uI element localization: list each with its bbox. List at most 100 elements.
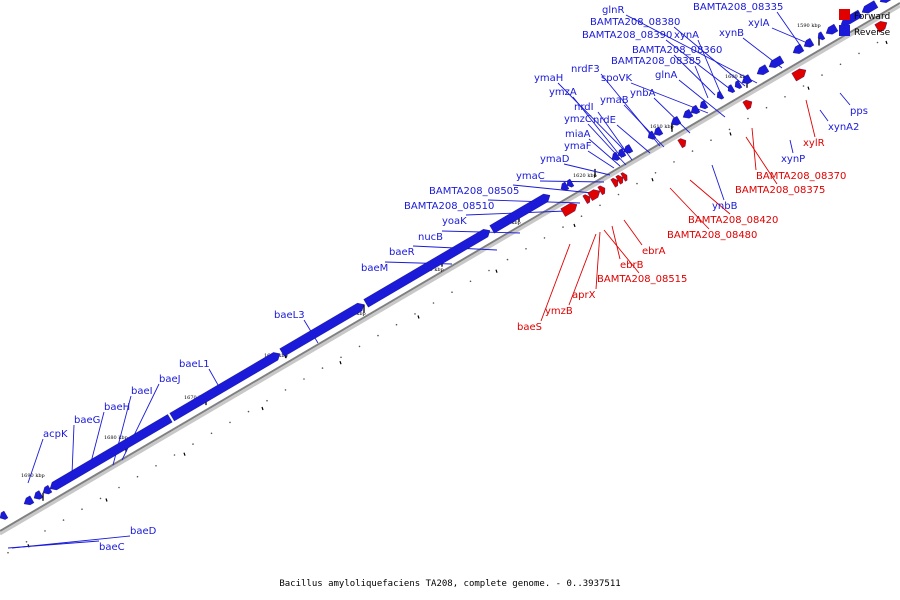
forward-gene[interactable]	[615, 174, 624, 185]
forward-gene-label[interactable]: BAMTA208_08515	[597, 274, 687, 285]
leader-line	[616, 124, 651, 154]
reverse-gene-label[interactable]: BAMTA208_08510	[404, 201, 494, 212]
reverse-gene[interactable]	[768, 55, 785, 68]
reverse-gene[interactable]	[825, 23, 839, 35]
reverse-gene-large[interactable]	[49, 414, 173, 491]
reverse-gene[interactable]	[741, 74, 753, 84]
reverse-gene[interactable]	[792, 43, 805, 54]
reverse-gene-label[interactable]: baeM	[361, 263, 388, 274]
reverse-gene-label[interactable]: ymaB	[600, 95, 629, 106]
reverse-gene-large[interactable]	[279, 302, 365, 357]
tick-dot	[266, 399, 268, 402]
forward-gene-label[interactable]: xylR	[803, 138, 825, 149]
forward-gene-label[interactable]: BAMTA208_08375	[735, 185, 825, 196]
reverse-gene-label[interactable]: baeI	[131, 386, 153, 397]
reverse-gene[interactable]	[727, 84, 736, 93]
reverse-gene[interactable]	[33, 490, 44, 500]
reverse-gene-label[interactable]: xynA	[674, 30, 699, 41]
reverse-gene-label[interactable]: BAMTA208_08505	[429, 186, 519, 197]
forward-gene[interactable]	[560, 202, 578, 217]
reverse-gene-label[interactable]: acpK	[43, 429, 68, 440]
reverse-gene-label[interactable]: xynB	[719, 28, 744, 39]
reverse-gene[interactable]	[566, 178, 575, 188]
reverse-gene-label[interactable]: glnR	[602, 5, 624, 16]
reverse-gene-label[interactable]: yoaK	[442, 216, 467, 227]
forward-gene-label[interactable]: ebrB	[620, 260, 644, 271]
leader-line	[694, 65, 709, 99]
forward-gene[interactable]	[597, 185, 606, 196]
reverse-gene-label[interactable]: ymaH	[534, 73, 563, 84]
forward-gene-label[interactable]: aprX	[572, 290, 596, 301]
reverse-gene-label[interactable]: ymzC	[564, 114, 592, 125]
reverse-gene-label[interactable]: BAMTA208_08385	[611, 56, 701, 67]
reverse-gene-label[interactable]: baeR	[389, 247, 415, 258]
reverse-gene-label[interactable]: nrdE	[593, 115, 616, 126]
forward-gene[interactable]	[742, 99, 753, 111]
reverse-gene-large[interactable]	[489, 193, 551, 234]
reverse-gene-label[interactable]: BAMTA208_08335	[693, 2, 783, 13]
reverse-gene[interactable]	[817, 31, 826, 41]
forward-gene-label[interactable]: BAMTA208_08420	[688, 215, 778, 226]
reverse-gene-label[interactable]: baeG	[74, 415, 100, 426]
reverse-gene-label[interactable]: ynbB	[712, 201, 738, 212]
reverse-gene-label[interactable]: baeD	[130, 526, 157, 537]
reverse-gene[interactable]	[879, 0, 900, 3]
forward-gene[interactable]	[874, 21, 888, 33]
reverse-gene-label[interactable]: miaA	[565, 129, 591, 140]
reverse-gene-label[interactable]: BAMTA208_08390	[582, 30, 672, 41]
leader-line	[776, 11, 803, 49]
reverse-gene[interactable]	[756, 64, 770, 75]
reverse-gene-label[interactable]: nrdF3	[571, 64, 600, 75]
reverse-gene[interactable]	[0, 510, 9, 520]
tick-dot	[358, 345, 361, 348]
legend-forward-swatch	[839, 9, 850, 20]
forward-gene-label[interactable]: baeS	[517, 322, 542, 333]
reverse-gene[interactable]	[734, 80, 743, 89]
reverse-gene-label[interactable]: nucB	[418, 232, 443, 243]
reverse-gene[interactable]	[23, 495, 35, 506]
reverse-gene[interactable]	[623, 144, 634, 154]
reverse-gene-label[interactable]: baeH	[104, 402, 130, 413]
reverse-gene-label[interactable]: xylA	[748, 18, 770, 29]
reverse-gene-label[interactable]: spoVK	[601, 73, 633, 84]
reverse-gene[interactable]	[861, 0, 879, 14]
tick-dot	[7, 551, 9, 554]
reverse-gene-label[interactable]: ymaF	[564, 141, 592, 152]
reverse-gene-label[interactable]: baeJ	[159, 374, 181, 385]
forward-gene[interactable]	[587, 189, 601, 201]
reverse-gene-label[interactable]: ymaC	[516, 171, 545, 182]
reverse-gene-label[interactable]: ymzA	[549, 87, 577, 98]
reverse-gene-label[interactable]: glnA	[655, 70, 677, 81]
reverse-gene[interactable]	[42, 484, 53, 495]
reverse-gene[interactable]	[716, 90, 725, 100]
forward-gene-label[interactable]: ymzB	[545, 306, 573, 317]
forward-gene-label[interactable]: BAMTA208_08370	[756, 171, 846, 182]
forward-gene[interactable]	[677, 138, 687, 149]
reverse-gene-label[interactable]: nrdI	[574, 102, 594, 113]
reverse-gene-label[interactable]: ynbA	[630, 88, 656, 99]
reverse-gene[interactable]	[699, 100, 709, 110]
forward-gene-label[interactable]: ebrA	[642, 246, 666, 257]
reverse-gene[interactable]	[690, 104, 701, 115]
reverse-gene[interactable]	[670, 115, 682, 126]
reverse-gene-large[interactable]	[363, 229, 491, 308]
reverse-gene-large[interactable]	[169, 352, 281, 422]
forward-gene[interactable]	[610, 177, 619, 188]
reverse-gene-label[interactable]: xynA2	[828, 122, 859, 133]
reverse-gene-label[interactable]: pps	[850, 106, 868, 117]
reverse-gene-label[interactable]: xynP	[781, 154, 805, 165]
forward-gene-label[interactable]: BAMTA208_08480	[667, 230, 757, 241]
tick-dot	[247, 410, 250, 413]
reverse-gene-label[interactable]: BAMTA208_08360	[632, 45, 722, 56]
reverse-gene-label[interactable]: ymaD	[540, 154, 570, 165]
reverse-gene-label[interactable]: baeL1	[179, 359, 210, 370]
forward-gene[interactable]	[791, 68, 807, 82]
reverse-gene-label[interactable]: BAMTA208_08380	[590, 17, 680, 28]
reverse-gene[interactable]	[653, 126, 664, 136]
reverse-gene[interactable]	[803, 37, 815, 48]
forward-gene[interactable]	[620, 172, 628, 182]
tick-mark-small	[651, 178, 654, 182]
forward-gene[interactable]	[582, 194, 591, 204]
reverse-gene-label[interactable]: baeC	[99, 542, 125, 553]
reverse-gene-label[interactable]: baeL3	[274, 310, 305, 321]
